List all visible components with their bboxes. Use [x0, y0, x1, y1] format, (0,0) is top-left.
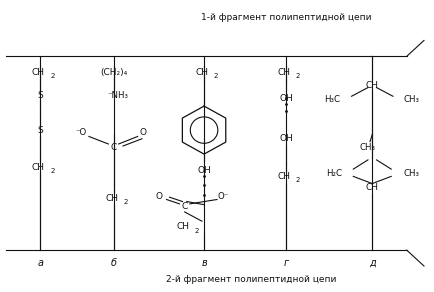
Text: C: C [181, 202, 188, 211]
Text: CH: CH [196, 68, 209, 77]
Text: S: S [37, 126, 43, 135]
Text: H₃C: H₃C [324, 95, 340, 104]
Text: CH₃: CH₃ [360, 143, 376, 152]
Text: в: в [201, 258, 207, 268]
Text: CH: CH [366, 183, 379, 192]
Text: C: C [110, 143, 117, 152]
Text: 2: 2 [296, 73, 300, 79]
Text: S: S [37, 91, 43, 100]
Text: O: O [139, 128, 146, 138]
Text: OH: OH [279, 134, 293, 143]
Text: 2: 2 [50, 73, 54, 79]
Text: д: д [369, 258, 375, 268]
Text: CH: CH [105, 194, 118, 203]
Text: 2-й фрагмент полипептидной цепи: 2-й фрагмент полипептидной цепи [166, 274, 337, 284]
Text: CH: CH [32, 68, 45, 77]
Text: CH: CH [366, 81, 379, 90]
Text: ⁻O: ⁻O [76, 128, 87, 138]
Text: 2: 2 [50, 168, 54, 174]
Text: (CH₂)₄: (CH₂)₄ [100, 68, 127, 77]
Text: 2: 2 [296, 177, 300, 183]
Text: H₂C: H₂C [326, 169, 342, 178]
Text: CH: CH [278, 172, 291, 181]
Text: г: г [283, 258, 289, 268]
Text: O: O [155, 192, 162, 201]
Text: CH: CH [278, 68, 291, 77]
Text: 2: 2 [123, 199, 128, 205]
Text: 1-й фрагмент полипептидной цепи: 1-й фрагмент полипептидной цепи [201, 13, 371, 22]
Text: OH: OH [279, 94, 293, 103]
Text: 2: 2 [214, 73, 218, 79]
Text: CH₃: CH₃ [403, 95, 419, 104]
Text: CH₃: CH₃ [403, 169, 419, 178]
Text: а: а [37, 258, 43, 268]
Text: CH: CH [177, 223, 189, 232]
Text: OH: OH [197, 166, 211, 175]
Text: ⁻NH₃: ⁻NH₃ [107, 91, 128, 100]
Text: б: б [111, 258, 116, 268]
Text: O⁻: O⁻ [218, 192, 229, 201]
Text: CH: CH [32, 163, 45, 172]
Text: 2: 2 [194, 228, 199, 234]
